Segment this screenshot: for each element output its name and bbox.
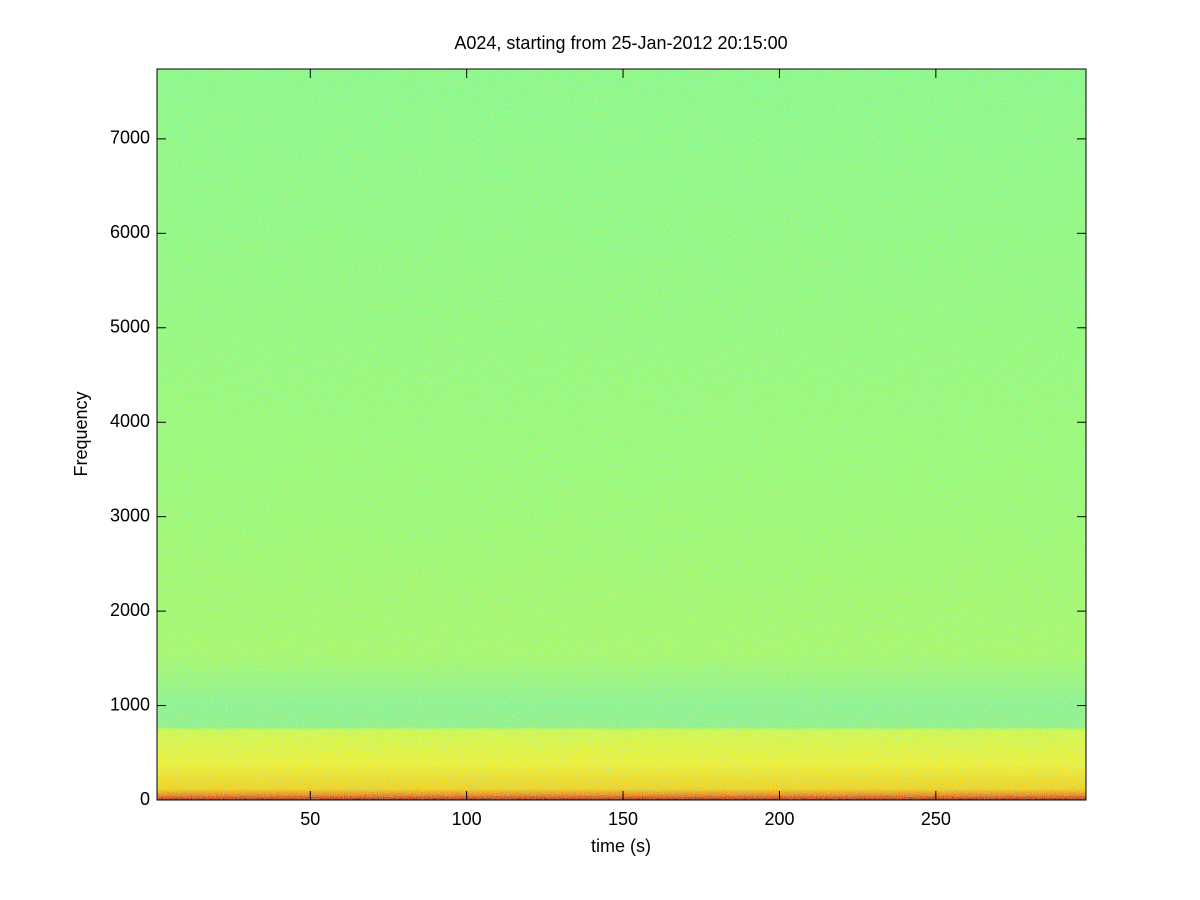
y-tick-label: 0 [140,789,150,809]
spectrogram-noise [157,69,1086,800]
y-tick-label: 2000 [110,600,150,620]
y-tick-label: 6000 [110,222,150,242]
chart-title: A024, starting from 25-Jan-2012 20:15:00 [454,33,787,53]
x-tick-label: 50 [300,809,320,829]
x-tick-label: 200 [764,809,794,829]
x-tick-label: 100 [452,809,482,829]
y-tick-label: 3000 [110,505,150,525]
y-tick-label: 7000 [110,128,150,148]
x-axis-label: time (s) [591,836,651,856]
plot-frame [156,68,1087,801]
x-tick-label: 250 [921,809,951,829]
x-tick-label: 150 [608,809,638,829]
y-axis-label: Frequency [71,391,91,476]
y-tick-label: 5000 [110,317,150,337]
y-tick-label: 1000 [110,694,150,714]
y-tick-label: 4000 [110,411,150,431]
